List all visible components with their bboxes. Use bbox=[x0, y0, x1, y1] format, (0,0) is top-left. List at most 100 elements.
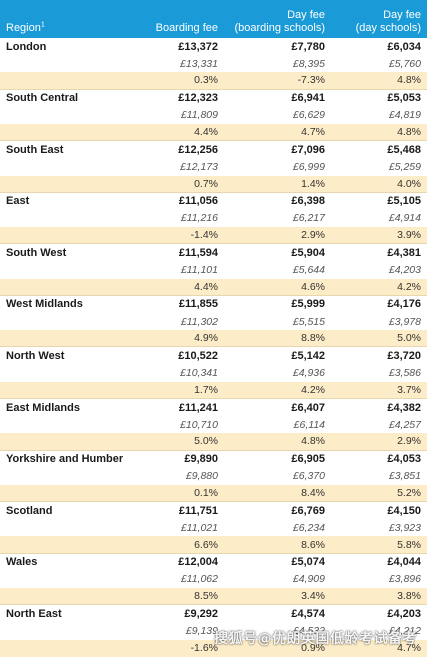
region-change-row: 4.4% 4.7% 4.8% bbox=[0, 123, 427, 142]
change-day-fee-boarding: 3.4% bbox=[301, 590, 325, 603]
table-header: Region1 Boarding fee Day fee (boarding s… bbox=[0, 0, 427, 38]
region-previous-row: £9,139 £4,532 £4,212 bbox=[0, 622, 427, 640]
current-boarding-fee: £12,256 bbox=[178, 143, 218, 156]
change-day-fee-boarding: 4.8% bbox=[301, 435, 325, 448]
region-group: East Midlands £11,241 £6,407 £4,382 £10,710 £… bbox=[0, 398, 427, 451]
region-change-row: 8.5% 3.4% 3.8% bbox=[0, 588, 427, 606]
change-day-fee-boarding: 2.9% bbox=[301, 229, 325, 242]
change-boarding-fee: 0.3% bbox=[194, 74, 218, 87]
region-name: North West bbox=[6, 349, 65, 362]
current-boarding-fee: £9,292 bbox=[184, 607, 218, 620]
change-boarding-fee: -1.4% bbox=[190, 229, 218, 242]
region-previous-row: £12,173 £6,999 £5,259 bbox=[0, 158, 427, 176]
change-day-fee-boarding: 8.8% bbox=[301, 332, 325, 345]
previous-boarding-fee: £11,302 bbox=[180, 315, 218, 328]
region-name: Yorkshire and Humber bbox=[6, 453, 124, 466]
region-change-row: 1.7% 4.2% 3.7% bbox=[0, 381, 427, 399]
previous-day-fee-day: £3,851 bbox=[388, 470, 421, 483]
region-current-row: North East £9,292 £4,574 £4,203 bbox=[0, 605, 427, 623]
region-current-row: South Central £12,323 £6,941 £5,053 bbox=[0, 89, 427, 107]
region-name: South West bbox=[6, 246, 67, 259]
previous-day-fee-day: £4,212 bbox=[388, 624, 421, 637]
current-boarding-fee: £11,594 bbox=[178, 246, 218, 259]
current-boarding-fee: £13,372 bbox=[178, 40, 218, 53]
current-day-fee-boarding: £5,904 bbox=[291, 246, 325, 259]
change-day-fee-day: 4.0% bbox=[397, 177, 421, 190]
region-name: Wales bbox=[6, 556, 38, 569]
header-region-label: Region bbox=[6, 22, 41, 34]
region-current-row: Yorkshire and Humber £9,890 £6,905 £4,053 bbox=[0, 450, 427, 468]
current-day-fee-day: £4,381 bbox=[387, 246, 421, 259]
header-region-footnote: 1 bbox=[40, 21, 45, 29]
region-group: North East £9,292 £4,574 £4,203 £9,139 £4,532… bbox=[0, 605, 427, 657]
change-day-fee-day: 3.8% bbox=[397, 590, 421, 603]
previous-day-fee-boarding: £6,234 bbox=[292, 521, 325, 534]
header-day-fee-boarding: Day fee (boarding schools) bbox=[220, 9, 327, 35]
previous-boarding-fee: £9,139 bbox=[185, 624, 218, 637]
region-current-row: East Midlands £11,241 £6,407 £4,382 bbox=[0, 398, 427, 417]
change-day-fee-day: 3.7% bbox=[397, 383, 421, 396]
previous-day-fee-day: £3,978 bbox=[388, 315, 421, 328]
change-day-fee-boarding: 4.7% bbox=[301, 126, 325, 139]
region-name: South Central bbox=[6, 92, 79, 105]
previous-boarding-fee: £11,021 bbox=[180, 521, 218, 534]
region-current-row: South East £12,256 £7,096 £5,468 bbox=[0, 141, 427, 159]
previous-day-fee-boarding: £4,532 bbox=[292, 624, 325, 637]
region-change-row: 5.0% 4.8% 2.9% bbox=[0, 433, 427, 451]
change-boarding-fee: 4.9% bbox=[194, 332, 218, 345]
current-day-fee-boarding: £6,407 bbox=[291, 401, 325, 414]
header-day-fee-day-top: Day fee bbox=[383, 9, 421, 21]
region-group: South East £12,256 £7,096 £5,468 £12,173 £6,9… bbox=[0, 141, 427, 193]
previous-boarding-fee: £11,216 bbox=[180, 212, 218, 225]
header-day-fee-day: Day fee (day schools) bbox=[327, 9, 427, 35]
header-region: Region1 bbox=[0, 21, 148, 35]
change-day-fee-boarding: 0.9% bbox=[301, 642, 325, 655]
region-change-row: 4.9% 8.8% 5.0% bbox=[0, 330, 427, 348]
previous-day-fee-boarding: £5,644 bbox=[292, 264, 325, 277]
region-previous-row: £10,341 £4,936 £3,586 bbox=[0, 364, 427, 382]
current-day-fee-boarding: £6,398 bbox=[291, 195, 325, 208]
current-day-fee-day: £4,176 bbox=[387, 298, 421, 311]
region-change-row: 4.4% 4.6% 4.2% bbox=[0, 278, 427, 296]
current-boarding-fee: £12,004 bbox=[178, 556, 218, 569]
current-day-fee-boarding: £6,941 bbox=[291, 92, 325, 105]
header-day-fee-boarding-bottom: (boarding schools) bbox=[234, 22, 326, 34]
current-day-fee-boarding: £4,574 bbox=[291, 607, 325, 620]
current-day-fee-day: £5,053 bbox=[387, 92, 421, 105]
change-day-fee-day: 4.7% bbox=[397, 642, 421, 655]
region-change-row: 0.7% 1.4% 4.0% bbox=[0, 175, 427, 193]
region-group: South West £11,594 £5,904 £4,381 £11,101 £5,6… bbox=[0, 244, 427, 296]
previous-boarding-fee: £11,809 bbox=[180, 109, 218, 122]
region-previous-row: £11,302 £5,515 £3,978 bbox=[0, 313, 427, 331]
current-day-fee-day: £3,720 bbox=[387, 349, 421, 362]
change-boarding-fee: 6.6% bbox=[194, 538, 218, 551]
previous-day-fee-boarding: £6,370 bbox=[292, 470, 325, 483]
current-day-fee-day: £4,203 bbox=[387, 607, 421, 620]
region-change-row: 0.1% 8.4% 5.2% bbox=[0, 484, 427, 503]
region-name: South East bbox=[6, 143, 64, 156]
region-previous-row: £11,021 £6,234 £3,923 bbox=[0, 519, 427, 537]
change-day-fee-boarding: 4.6% bbox=[301, 280, 325, 293]
change-day-fee-day: 2.9% bbox=[397, 435, 421, 448]
region-group: East £11,056 £6,398 £5,105 £11,216 £6,217 £4,9… bbox=[0, 192, 427, 245]
previous-boarding-fee: £10,341 bbox=[180, 367, 218, 380]
current-day-fee-boarding: £7,096 bbox=[291, 143, 325, 156]
region-group: West Midlands £11,855 £5,999 £4,176 £11,302 £… bbox=[0, 295, 427, 348]
current-boarding-fee: £10,522 bbox=[178, 349, 218, 362]
current-boarding-fee: £11,751 bbox=[178, 504, 218, 517]
previous-day-fee-day: £3,586 bbox=[388, 367, 421, 380]
previous-day-fee-day: £5,760 bbox=[388, 57, 421, 70]
current-day-fee-day: £5,105 bbox=[387, 195, 421, 208]
previous-day-fee-day: £5,259 bbox=[388, 160, 421, 173]
region-previous-row: £11,216 £6,217 £4,914 bbox=[0, 209, 427, 228]
watermark-text: 搜狐号@优朗英国低龄考试备考 bbox=[214, 631, 417, 647]
change-day-fee-boarding: 1.4% bbox=[301, 177, 325, 190]
region-group: London £13,372 £7,780 £6,034 £13,331 £8,395 £5… bbox=[0, 38, 427, 90]
region-previous-row: £11,062 £4,909 £3,896 bbox=[0, 570, 427, 588]
previous-boarding-fee: £11,062 bbox=[180, 573, 218, 586]
region-group: Wales £12,004 £5,074 £4,044 £11,062 £4,909 £3,… bbox=[0, 553, 427, 606]
current-day-fee-day: £5,468 bbox=[387, 143, 421, 156]
region-name: North East bbox=[6, 607, 62, 620]
region-group: Yorkshire and Humber £9,890 £6,905 £4,053 £9… bbox=[0, 450, 427, 503]
